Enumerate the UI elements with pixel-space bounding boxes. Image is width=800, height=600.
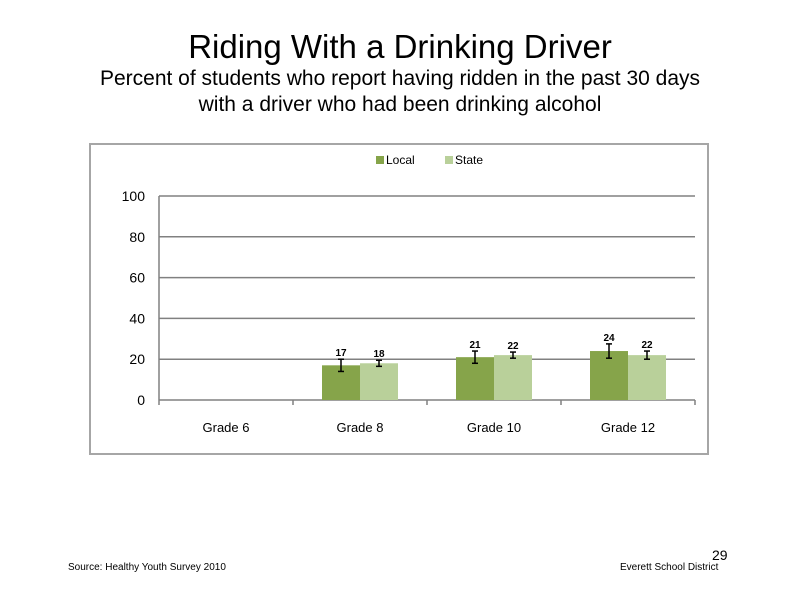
subtitle-line-1: Percent of students who report having ri…: [99, 67, 701, 90]
subtitle-line-2: with a driver who had been drinking alco…: [198, 93, 602, 116]
legend-swatch-state: [445, 156, 453, 164]
legend-swatch-local: [376, 156, 384, 164]
y-tick-label: 40: [129, 310, 145, 326]
bar-local: [590, 351, 628, 400]
x-tick-label: Grade 10: [467, 420, 521, 435]
y-tick-label: 0: [137, 392, 145, 408]
data-label: 22: [507, 341, 519, 352]
x-tick-label: Grade 6: [203, 420, 250, 435]
bar-local: [456, 357, 494, 400]
chart-frame: [89, 143, 709, 455]
slide-title: Riding With a Drinking Driver: [188, 28, 612, 65]
data-label: 24: [603, 333, 615, 344]
bar-state: [360, 363, 398, 400]
bar-state: [628, 355, 666, 400]
data-label: 21: [469, 340, 481, 351]
bar-state: [494, 355, 532, 400]
data-label: 22: [641, 340, 653, 351]
source-note: Source: Healthy Youth Survey 2010: [68, 562, 226, 573]
y-tick-label: 60: [129, 270, 145, 286]
legend-label-state: State: [455, 153, 483, 167]
data-label: 18: [373, 349, 385, 360]
y-tick-label: 100: [122, 188, 146, 204]
x-tick-label: Grade 8: [337, 420, 384, 435]
x-tick-label: Grade 12: [601, 420, 655, 435]
page-number: 29: [712, 547, 728, 563]
y-tick-label: 20: [129, 351, 145, 367]
organization-name: Everett School District: [620, 562, 719, 573]
data-label: 17: [335, 348, 347, 359]
slide-subtitle: Percent of students who report having ri…: [0, 66, 800, 118]
legend-label-local: Local: [386, 153, 415, 167]
y-tick-label: 80: [129, 229, 145, 245]
